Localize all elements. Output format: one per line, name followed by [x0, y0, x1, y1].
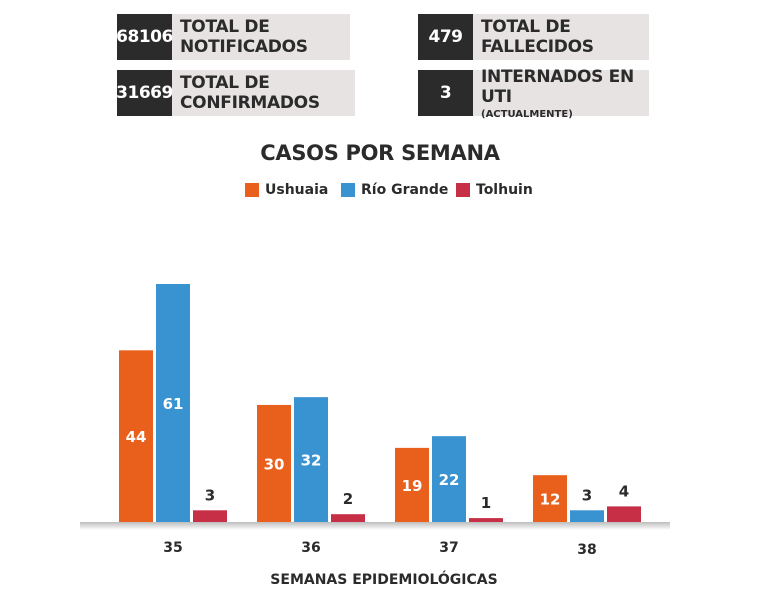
legend-label: Río Grande	[361, 182, 449, 198]
x-axis-label: SEMANAS EPIDEMIOLÓGICAS	[270, 572, 498, 588]
bar-tolhuin-37	[469, 518, 503, 522]
data-label: 30	[264, 455, 285, 473]
bar-rio-grande-35	[156, 284, 190, 522]
data-label: 22	[439, 471, 460, 489]
bar-rio-grande-38	[570, 510, 604, 522]
baseline-shadow	[80, 522, 670, 530]
legend-swatch	[245, 183, 259, 197]
data-label: 3	[582, 486, 592, 504]
legend-item-rio-grande: Río Grande	[341, 182, 448, 198]
stat-total-notificados: 68106 TOTAL DE NOTIFICADOS	[116, 14, 350, 60]
x-tick-label: 36	[301, 540, 320, 556]
bar-ushuaia-37	[395, 447, 429, 522]
bar-rio-grande-36	[294, 397, 328, 522]
data-label: 32	[301, 452, 322, 470]
chart-title: CASOS POR SEMANA	[260, 141, 500, 165]
stat-value: 68106	[116, 14, 173, 60]
data-label: 61	[163, 395, 184, 413]
stat-sublabel: (ACTUALMENTE)	[481, 108, 573, 120]
legend-swatch	[341, 183, 355, 197]
x-tick-label: 35	[163, 540, 182, 556]
stat-value: 479	[418, 14, 473, 60]
data-label: 44	[126, 428, 147, 446]
legend-swatch	[456, 183, 470, 197]
bar-tolhuin-38	[607, 506, 641, 522]
data-label: 12	[540, 491, 561, 509]
data-label: 2	[343, 490, 353, 508]
bar-tolhuin-35	[193, 510, 227, 522]
stat-total-fallecidos: 479 TOTAL DE FALLECIDOS	[418, 14, 649, 60]
stat-label: INTERNADOS EN UTI (ACTUALMENTE)	[473, 66, 649, 120]
x-tick-label: 37	[439, 540, 458, 556]
legend-label: Tolhuin	[476, 182, 533, 198]
stat-label-text: TOTAL DE FALLECIDOS	[481, 17, 594, 57]
bar-rio-grande-37	[432, 436, 466, 522]
stat-total-confirmados: 31669 TOTAL DE CONFIRMADOS	[116, 70, 355, 116]
stat-value: 31669	[116, 70, 173, 116]
bar-ushuaia-38	[533, 475, 567, 522]
stat-internados-uti: 3 INTERNADOS EN UTI (ACTUALMENTE)	[418, 66, 649, 120]
bar-tolhuin-36	[331, 514, 365, 522]
x-tick-label: 38	[577, 542, 596, 558]
bar-ushuaia-35	[119, 350, 153, 522]
stat-label: TOTAL DE NOTIFICADOS	[172, 14, 350, 60]
stat-label-text: TOTAL DE NOTIFICADOS	[180, 17, 308, 57]
stat-label: TOTAL DE FALLECIDOS	[473, 14, 649, 60]
data-label: 1	[481, 494, 491, 512]
bar-ushuaia-36	[257, 404, 291, 522]
stat-label: TOTAL DE CONFIRMADOS	[172, 70, 355, 116]
data-label: 3	[205, 486, 215, 504]
legend-item-ushuaia: Ushuaia	[245, 182, 328, 198]
data-label: 19	[402, 477, 423, 495]
stat-value: 3	[418, 70, 473, 116]
legend-label: Ushuaia	[265, 182, 329, 198]
stat-label-text: TOTAL DE CONFIRMADOS	[180, 73, 320, 113]
data-label: 4	[619, 482, 629, 500]
stat-label-text: INTERNADOS EN UTI	[481, 66, 634, 107]
legend-item-tolhuin: Tolhuin	[456, 182, 533, 198]
